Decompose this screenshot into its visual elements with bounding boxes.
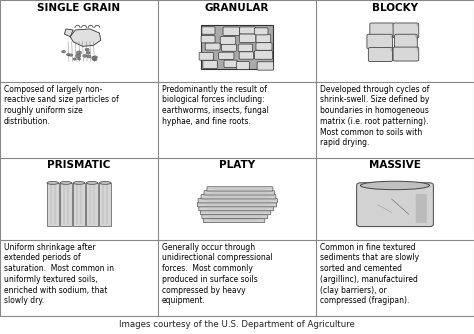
- Text: Composed of largely non-
reactive sand size particles of
roughly uniform size
di: Composed of largely non- reactive sand s…: [4, 85, 118, 126]
- Text: SINGLE GRAIN: SINGLE GRAIN: [37, 3, 120, 13]
- FancyBboxPatch shape: [368, 47, 392, 61]
- Circle shape: [93, 56, 98, 59]
- FancyBboxPatch shape: [199, 52, 213, 60]
- Ellipse shape: [100, 181, 111, 184]
- FancyBboxPatch shape: [356, 183, 433, 226]
- FancyBboxPatch shape: [240, 27, 256, 34]
- Polygon shape: [70, 29, 101, 46]
- Text: Predominantly the result of
biological forces including:
earthworms, insects, fu: Predominantly the result of biological f…: [162, 85, 269, 126]
- FancyBboxPatch shape: [255, 28, 268, 35]
- FancyBboxPatch shape: [256, 34, 271, 43]
- FancyBboxPatch shape: [203, 218, 265, 223]
- Circle shape: [85, 48, 89, 51]
- Text: Generally occur through
unidirectional compressional
forces.  Most commonly
prod: Generally occur through unidirectional c…: [162, 242, 273, 305]
- FancyBboxPatch shape: [416, 194, 427, 223]
- FancyBboxPatch shape: [201, 35, 215, 43]
- Circle shape: [83, 54, 87, 57]
- FancyBboxPatch shape: [224, 60, 237, 67]
- FancyBboxPatch shape: [256, 43, 272, 50]
- Text: BLOCKY: BLOCKY: [372, 3, 418, 13]
- Circle shape: [66, 53, 70, 56]
- FancyBboxPatch shape: [222, 44, 237, 51]
- Circle shape: [92, 58, 97, 61]
- FancyBboxPatch shape: [367, 34, 392, 49]
- FancyBboxPatch shape: [219, 52, 234, 59]
- Circle shape: [86, 51, 90, 54]
- FancyBboxPatch shape: [255, 51, 273, 59]
- Circle shape: [87, 55, 91, 58]
- FancyBboxPatch shape: [394, 34, 417, 48]
- Text: PLATY: PLATY: [219, 160, 255, 170]
- Circle shape: [69, 54, 73, 56]
- FancyBboxPatch shape: [205, 43, 220, 50]
- FancyBboxPatch shape: [197, 202, 277, 207]
- Circle shape: [76, 51, 82, 54]
- FancyBboxPatch shape: [237, 61, 249, 69]
- Ellipse shape: [73, 181, 85, 184]
- FancyBboxPatch shape: [238, 44, 253, 52]
- Circle shape: [92, 57, 96, 60]
- Circle shape: [62, 50, 65, 53]
- FancyBboxPatch shape: [207, 187, 273, 191]
- Polygon shape: [64, 29, 73, 37]
- Circle shape: [73, 58, 76, 60]
- FancyBboxPatch shape: [198, 199, 277, 203]
- Bar: [73, 183, 85, 226]
- FancyBboxPatch shape: [393, 47, 419, 61]
- FancyBboxPatch shape: [202, 27, 215, 34]
- FancyBboxPatch shape: [257, 62, 273, 70]
- Ellipse shape: [86, 181, 98, 184]
- FancyBboxPatch shape: [199, 206, 273, 211]
- Text: GRANULAR: GRANULAR: [205, 3, 269, 13]
- Text: MASSIVE: MASSIVE: [369, 160, 421, 170]
- Text: Developed through cycles of
shrink-swell. Size defined by
boundaries in homogene: Developed through cycles of shrink-swell…: [320, 85, 429, 148]
- Text: Uniform shrinkage after
extended periods of
saturation.  Most common in
uniforml: Uniform shrinkage after extended periods…: [4, 242, 114, 305]
- Bar: [86, 183, 98, 226]
- FancyBboxPatch shape: [393, 23, 419, 38]
- FancyBboxPatch shape: [239, 34, 256, 42]
- FancyBboxPatch shape: [203, 60, 217, 68]
- Ellipse shape: [47, 181, 59, 184]
- Bar: [60, 183, 72, 226]
- Text: Images courtesy of the U.S. Department of Agriculture: Images courtesy of the U.S. Department o…: [119, 320, 355, 329]
- FancyBboxPatch shape: [201, 195, 276, 199]
- Circle shape: [92, 56, 96, 59]
- Bar: [100, 183, 111, 226]
- FancyBboxPatch shape: [239, 52, 254, 59]
- Bar: [47, 183, 59, 226]
- Ellipse shape: [60, 181, 72, 184]
- FancyBboxPatch shape: [220, 37, 236, 44]
- FancyBboxPatch shape: [370, 23, 394, 37]
- Text: Common in fine textured
sediments that are slowly
sorted and cemented
(argillinc: Common in fine textured sediments that a…: [320, 242, 419, 305]
- FancyBboxPatch shape: [204, 191, 274, 195]
- FancyBboxPatch shape: [201, 210, 271, 215]
- Bar: [201, 25, 273, 69]
- Text: PRISMATIC: PRISMATIC: [47, 160, 111, 170]
- Circle shape: [77, 58, 81, 60]
- Ellipse shape: [360, 181, 429, 190]
- FancyBboxPatch shape: [223, 27, 240, 35]
- Circle shape: [75, 54, 81, 58]
- FancyBboxPatch shape: [202, 214, 268, 219]
